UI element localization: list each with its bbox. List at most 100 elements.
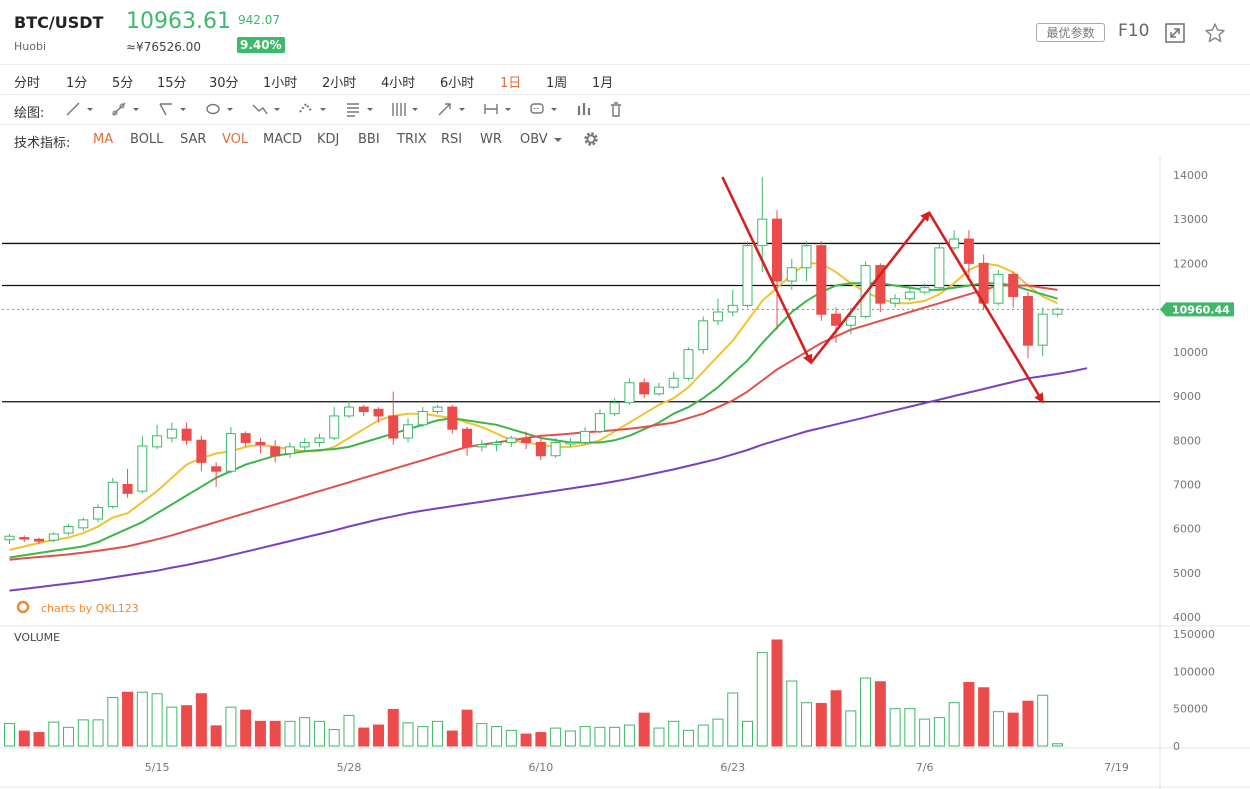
- indicator-kdj[interactable]: KDJ: [317, 132, 340, 147]
- trend-arrow-down-2[interactable]: [927, 211, 1044, 404]
- line-tool-icon[interactable]: [64, 100, 96, 118]
- candle[interactable]: [860, 265, 871, 317]
- candle[interactable]: [78, 519, 89, 529]
- candle[interactable]: [550, 441, 561, 457]
- candle[interactable]: [299, 441, 310, 448]
- candle[interactable]: [742, 245, 753, 306]
- measure-tool-icon[interactable]: [482, 100, 514, 118]
- indicator-vol[interactable]: VOL: [222, 132, 249, 147]
- candle[interactable]: [816, 245, 827, 315]
- candle[interactable]: [122, 483, 133, 494]
- timeframe-9[interactable]: 1日: [500, 76, 522, 91]
- candle[interactable]: [48, 533, 59, 541]
- candle[interactable]: [388, 415, 399, 439]
- candle[interactable]: [727, 304, 738, 313]
- candle[interactable]: [683, 349, 694, 379]
- delete-tool-icon[interactable]: [607, 100, 639, 118]
- candle[interactable]: [417, 411, 428, 426]
- sort-tool-icon[interactable]: [575, 100, 607, 118]
- candle[interactable]: [343, 406, 354, 417]
- indicator-macd[interactable]: MACD: [263, 132, 302, 147]
- candle[interactable]: [521, 437, 532, 443]
- candle[interactable]: [462, 428, 473, 448]
- candle[interactable]: [107, 481, 118, 508]
- gear-icon[interactable]: [582, 130, 600, 148]
- candle[interactable]: [19, 537, 30, 540]
- timeframe-5[interactable]: 1小时: [263, 76, 298, 91]
- expand-icon[interactable]: [1164, 22, 1186, 44]
- timeframe-7[interactable]: 4小时: [381, 76, 416, 91]
- candle[interactable]: [1008, 273, 1019, 298]
- candle[interactable]: [831, 313, 842, 326]
- candle[interactable]: [240, 433, 251, 443]
- timeframe-8[interactable]: 6小时: [440, 76, 475, 91]
- candle[interactable]: [757, 218, 768, 247]
- timeframe-0[interactable]: 分时: [14, 76, 41, 91]
- indicator-rsi[interactable]: RSI: [441, 132, 463, 147]
- timeframe-10[interactable]: 1周: [546, 76, 568, 91]
- indicator-ma[interactable]: MA: [93, 132, 114, 147]
- optimal-params-button[interactable]: 最优参数: [1036, 23, 1105, 42]
- comment-tool-icon[interactable]: [528, 100, 560, 118]
- candle[interactable]: [639, 382, 650, 395]
- candle[interactable]: [63, 525, 74, 534]
- candle[interactable]: [166, 428, 177, 439]
- candle[interactable]: [934, 247, 945, 289]
- level-tool-icon[interactable]: [344, 100, 376, 118]
- candle[interactable]: [993, 273, 1004, 304]
- candle[interactable]: [34, 538, 45, 542]
- candle[interactable]: [373, 408, 384, 417]
- candle[interactable]: [403, 424, 414, 439]
- candle[interactable]: [93, 506, 104, 520]
- candle[interactable]: [506, 437, 517, 443]
- candle[interactable]: [181, 428, 192, 441]
- candle[interactable]: [580, 430, 591, 443]
- candle[interactable]: [1037, 313, 1048, 346]
- candle[interactable]: [609, 402, 620, 415]
- candle[interactable]: [255, 441, 266, 446]
- timeframe-4[interactable]: 30分: [209, 76, 239, 91]
- candle[interactable]: [152, 435, 163, 448]
- candle[interactable]: [137, 445, 148, 492]
- candle[interactable]: [668, 377, 679, 388]
- indicator-trix[interactable]: TRIX: [397, 132, 427, 147]
- candle[interactable]: [211, 466, 222, 472]
- timeframe-1[interactable]: 1分: [66, 76, 88, 91]
- candle[interactable]: [1052, 308, 1063, 315]
- indicator-wr[interactable]: WR: [480, 132, 502, 147]
- timeframe-6[interactable]: 2小时: [322, 76, 357, 91]
- candle[interactable]: [1022, 296, 1033, 346]
- indicator-bbi[interactable]: BBI: [358, 132, 380, 147]
- candle[interactable]: [476, 444, 487, 448]
- candle[interactable]: [565, 441, 576, 445]
- candle[interactable]: [284, 446, 295, 455]
- candle[interactable]: [786, 267, 797, 282]
- fib-tool-icon[interactable]: [297, 100, 329, 118]
- indicator-obv[interactable]: OBV: [520, 132, 548, 147]
- f10-button[interactable]: F10: [1118, 21, 1150, 41]
- candle[interactable]: [712, 311, 723, 322]
- candle[interactable]: [329, 415, 340, 439]
- candle[interactable]: [904, 291, 915, 300]
- candle[interactable]: [772, 218, 783, 282]
- candle[interactable]: [225, 433, 236, 472]
- candle[interactable]: [919, 287, 930, 293]
- candle[interactable]: [447, 406, 458, 430]
- candle[interactable]: [594, 413, 605, 432]
- candle[interactable]: [270, 446, 281, 457]
- candle[interactable]: [624, 382, 635, 404]
- candle[interactable]: [358, 406, 369, 413]
- ray-tool-icon[interactable]: [110, 100, 142, 118]
- candle[interactable]: [653, 386, 664, 395]
- candle[interactable]: [196, 439, 207, 463]
- candle[interactable]: [432, 406, 443, 413]
- candle[interactable]: [949, 238, 960, 249]
- candle[interactable]: [314, 437, 325, 443]
- candle[interactable]: [875, 265, 886, 304]
- trend-arrow-up[interactable]: [809, 210, 931, 364]
- arrow-tool-icon[interactable]: [436, 100, 468, 118]
- candle[interactable]: [801, 245, 812, 269]
- shape-tool-icon[interactable]: [204, 100, 236, 118]
- chevron-down-icon[interactable]: [553, 135, 563, 145]
- trend-arrow-down-1[interactable]: [721, 176, 813, 365]
